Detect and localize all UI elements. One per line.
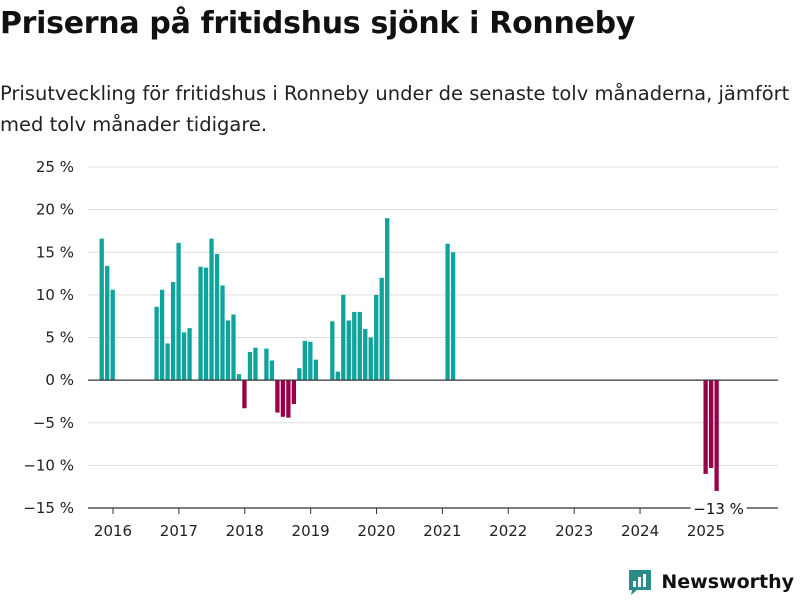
- bar-positive: [247, 351, 253, 381]
- bar-positive: [368, 337, 373, 381]
- bar-positive: [187, 328, 192, 381]
- y-tick-label: 0 %: [45, 371, 74, 389]
- bar-positive: [105, 265, 110, 381]
- bar-positive: [385, 218, 390, 381]
- y-tick-label: 5 %: [45, 329, 74, 347]
- chart-title: Priserna på fritidshus sjönk i Ronneby: [0, 6, 636, 41]
- bar-positive: [341, 294, 346, 381]
- annotation-layer: −13 %: [690, 497, 747, 518]
- x-tick-label: 2024: [621, 522, 659, 540]
- bar-negative: [714, 380, 719, 491]
- x-tick-label: 2025: [687, 522, 725, 540]
- bar-positive: [253, 347, 258, 381]
- y-tick-label: −15 %: [23, 499, 74, 517]
- newsworthy-logo: Newsworthy: [627, 568, 794, 596]
- bar-positive: [159, 289, 165, 381]
- bar-positive: [363, 328, 368, 381]
- bar-positive: [220, 285, 225, 381]
- bar-positive: [170, 282, 176, 381]
- x-tick-label: 2023: [555, 522, 593, 540]
- x-tick-label: 2019: [292, 522, 330, 540]
- y-tick-label: 15 %: [36, 243, 74, 261]
- bar-positive: [225, 320, 231, 381]
- x-tick-label: 2018: [226, 522, 264, 540]
- bar-positive: [231, 314, 236, 381]
- bars-layer: [99, 218, 719, 491]
- bar-negative: [242, 380, 247, 409]
- newsworthy-logo-icon: [629, 570, 652, 595]
- newsworthy-logo-text: Newsworthy: [661, 571, 794, 593]
- bar-positive: [379, 277, 384, 381]
- y-tick-label: −10 %: [23, 456, 74, 474]
- x-tick-label: 2021: [423, 522, 461, 540]
- bar-positive: [176, 242, 181, 381]
- bar-positive: [209, 238, 214, 381]
- bar-positive: [302, 340, 308, 381]
- bar-positive: [313, 359, 318, 381]
- y-tick-label: 20 %: [36, 201, 74, 219]
- bar-negative: [286, 380, 291, 418]
- bar-positive: [181, 332, 187, 381]
- bar-positive: [357, 311, 362, 381]
- bar-positive: [330, 321, 335, 381]
- bar-positive: [236, 374, 242, 381]
- bar-negative: [708, 380, 714, 468]
- bar-positive: [374, 294, 379, 381]
- annotation-background: [690, 497, 747, 518]
- bar-positive: [214, 253, 220, 381]
- bar-positive: [264, 348, 269, 381]
- bar-positive: [335, 371, 340, 381]
- bar-positive: [352, 311, 357, 381]
- bar-positive: [269, 360, 275, 381]
- x-tick-label: 2016: [94, 522, 132, 540]
- bar-positive: [346, 320, 351, 381]
- y-tick-label: 25 %: [36, 158, 74, 176]
- bar-positive: [297, 368, 302, 381]
- x-tick-label: 2020: [357, 522, 395, 540]
- axis-layer: [88, 379, 778, 509]
- bar-negative: [291, 380, 297, 404]
- y-tick-label: 10 %: [36, 286, 74, 304]
- x-tick-label: 2022: [489, 522, 527, 540]
- bar-positive: [165, 343, 170, 381]
- bar-positive: [198, 266, 203, 381]
- bar-positive: [308, 341, 313, 381]
- y-tick-label: −5 %: [33, 414, 74, 432]
- bar-negative: [703, 380, 708, 474]
- bar-negative: [280, 380, 286, 417]
- y-axis-ticks: 25 % 20 % 15 % 10 % 5 % 0 % −5 % −10 % −15 %: [23, 158, 74, 517]
- x-axis-ticks: 2016 2017 2018 2019 2020 2021 2022 2023 2024 2025: [94, 508, 725, 540]
- x-tick-label: 2017: [160, 522, 198, 540]
- bar-negative: [275, 380, 280, 413]
- bar-positive: [203, 267, 209, 381]
- last-value-annotation: −13 %: [693, 500, 744, 518]
- bar-positive: [450, 252, 456, 381]
- bar-positive: [154, 306, 159, 381]
- chart-subtitle: Prisutveckling för fritidshus i Ronneby …: [0, 82, 790, 136]
- bar-positive: [99, 238, 104, 381]
- bar-positive: [110, 289, 115, 381]
- bar-positive: [445, 243, 450, 381]
